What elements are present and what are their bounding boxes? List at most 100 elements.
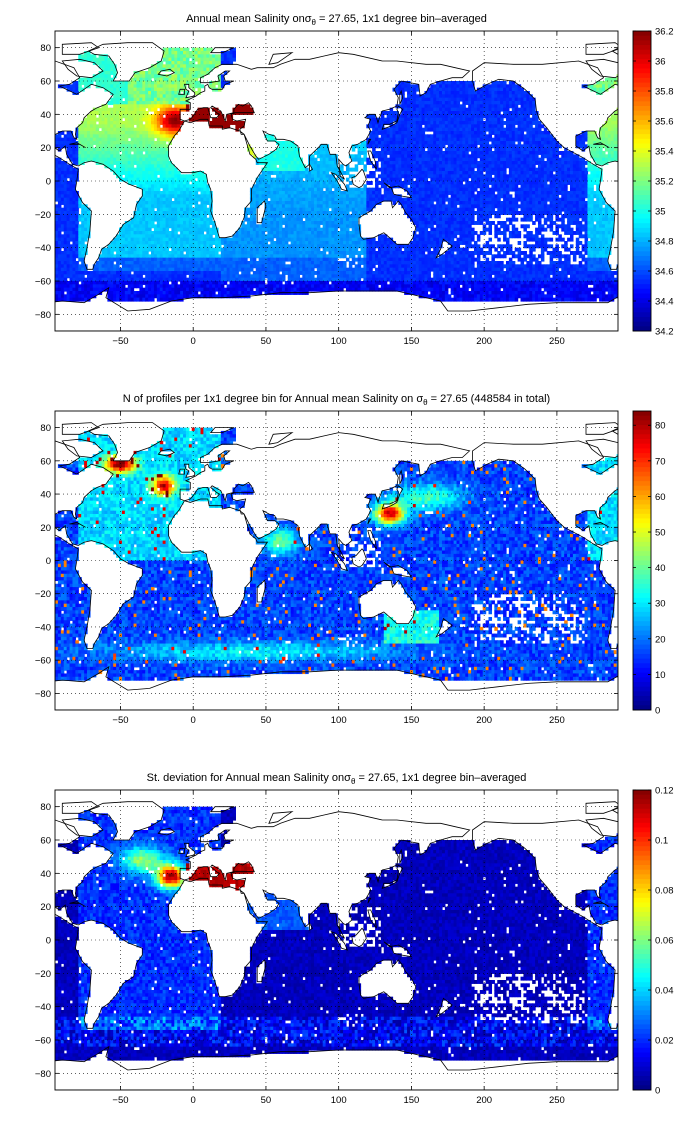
heatmap-cell (308, 211, 312, 215)
heatmap-cell (552, 174, 557, 179)
heatmap-cell (151, 67, 155, 72)
heatmap-cell (200, 171, 204, 175)
heatmap-cell (395, 164, 399, 169)
heatmap-cell (200, 61, 204, 65)
heatmap-cell (142, 71, 146, 75)
heatmap-cell (575, 134, 580, 139)
heatmap-cell (165, 151, 170, 155)
heatmap-cell (145, 91, 149, 95)
heatmap-cell (351, 154, 356, 159)
heatmap-cell (188, 84, 193, 89)
heatmap-cell (197, 194, 202, 199)
heatmap-cell (177, 74, 181, 79)
heatmap-cell (188, 117, 193, 122)
heatmap-cell (514, 144, 519, 149)
heatmap-cell (110, 87, 114, 92)
heatmap-cell (78, 157, 82, 162)
heatmap-cell (360, 141, 365, 145)
heatmap-cell (511, 111, 516, 115)
heatmap-cell (494, 194, 498, 199)
heatmap-cell (383, 167, 388, 172)
heatmap-cell (130, 114, 135, 119)
heatmap-cell (610, 124, 615, 129)
heatmap-cell (197, 54, 202, 59)
heatmap-cell (104, 104, 108, 109)
heatmap-cell (153, 174, 158, 179)
heatmap-cell (505, 174, 510, 179)
heatmap-cell (369, 137, 373, 142)
heatmap-cell (543, 197, 548, 202)
heatmap-cell (505, 97, 510, 102)
heatmap-cell (590, 87, 594, 92)
heatmap-cell (351, 194, 356, 199)
heatmap-cell (418, 211, 423, 215)
heatmap-cell (427, 141, 431, 145)
heatmap-cell (546, 174, 551, 179)
heatmap-cell (145, 131, 149, 135)
heatmap-cell (409, 204, 414, 209)
heatmap-cell (293, 157, 298, 162)
heatmap-cell (526, 94, 530, 99)
heatmap-cell (116, 111, 120, 115)
heatmap-cell (514, 194, 519, 199)
heatmap-cell (485, 191, 490, 195)
heatmap-cell (136, 207, 140, 212)
heatmap-cell (203, 54, 207, 59)
heatmap-cell (84, 84, 88, 89)
heatmap-cell (459, 157, 463, 162)
heatmap-cell (296, 187, 300, 192)
heatmap-cell (121, 141, 126, 145)
heatmap-cell (328, 211, 333, 215)
heatmap-cell (153, 81, 158, 85)
heatmap-cell (529, 164, 533, 169)
heatmap-cell (334, 184, 338, 189)
heatmap-cell (153, 121, 158, 125)
heatmap-cell (372, 204, 376, 209)
heatmap-cell (180, 177, 184, 182)
heatmap-cell (572, 191, 577, 195)
heatmap-cell (267, 164, 271, 169)
heatmap-cell (223, 71, 228, 75)
heatmap-cell (532, 174, 536, 179)
heatmap-cell (450, 197, 455, 202)
heatmap-cell (119, 164, 123, 169)
heatmap-cell (107, 164, 111, 169)
heatmap-cell (81, 137, 85, 142)
heatmap-cell (479, 194, 484, 199)
heatmap-cell (81, 57, 85, 62)
heatmap-cell (340, 204, 344, 209)
heatmap-cell (159, 147, 164, 152)
heatmap-cell (334, 211, 338, 215)
heatmap-cell (174, 57, 178, 62)
heatmap-cell (532, 104, 536, 109)
heatmap-cell (313, 171, 318, 175)
heatmap-cell (249, 204, 254, 209)
heatmap-cell (200, 184, 204, 189)
heatmap-cell (200, 187, 204, 192)
heatmap-cell (372, 137, 376, 142)
heatmap-cell (590, 84, 594, 89)
heatmap-cell (183, 201, 187, 205)
heatmap-cell (302, 174, 306, 179)
heatmap-cell (273, 151, 277, 155)
heatmap-cell (316, 194, 321, 199)
heatmap-cell (89, 117, 94, 122)
heatmap-cell (430, 87, 434, 92)
heatmap-cell (153, 181, 158, 185)
heatmap-cell (526, 137, 530, 142)
heatmap-cell (604, 124, 609, 129)
heatmap-cell (107, 57, 111, 62)
heatmap-cell (174, 211, 178, 215)
heatmap-cell (616, 121, 618, 125)
heatmap-cell (220, 61, 225, 65)
heatmap-cell (212, 107, 216, 112)
heatmap-cell (276, 161, 280, 165)
heatmap-cell (151, 101, 155, 105)
heatmap-cell (395, 111, 399, 115)
heatmap-cell (412, 181, 417, 185)
heatmap-cell (165, 184, 170, 189)
heatmap-cell (412, 87, 417, 92)
heatmap-cell (127, 131, 132, 135)
heatmap-cell (101, 77, 106, 82)
heatmap-cell (322, 157, 327, 162)
